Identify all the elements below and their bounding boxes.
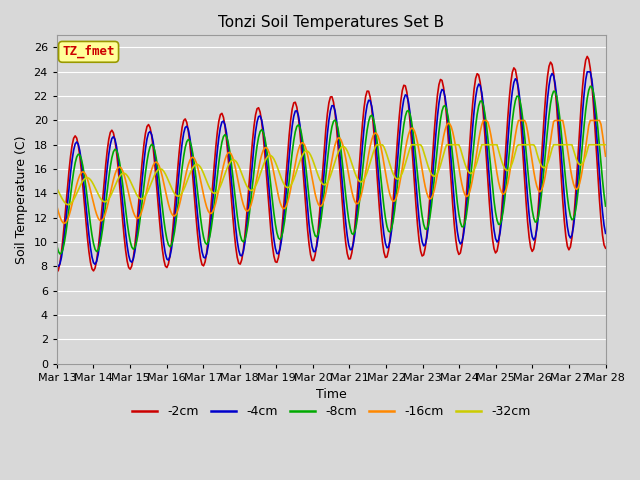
Title: Tonzi Soil Temperatures Set B: Tonzi Soil Temperatures Set B <box>218 15 444 30</box>
Text: TZ_fmet: TZ_fmet <box>62 45 115 59</box>
Y-axis label: Soil Temperature (C): Soil Temperature (C) <box>15 135 28 264</box>
X-axis label: Time: Time <box>316 388 347 401</box>
Legend: -2cm, -4cm, -8cm, -16cm, -32cm: -2cm, -4cm, -8cm, -16cm, -32cm <box>127 400 536 423</box>
